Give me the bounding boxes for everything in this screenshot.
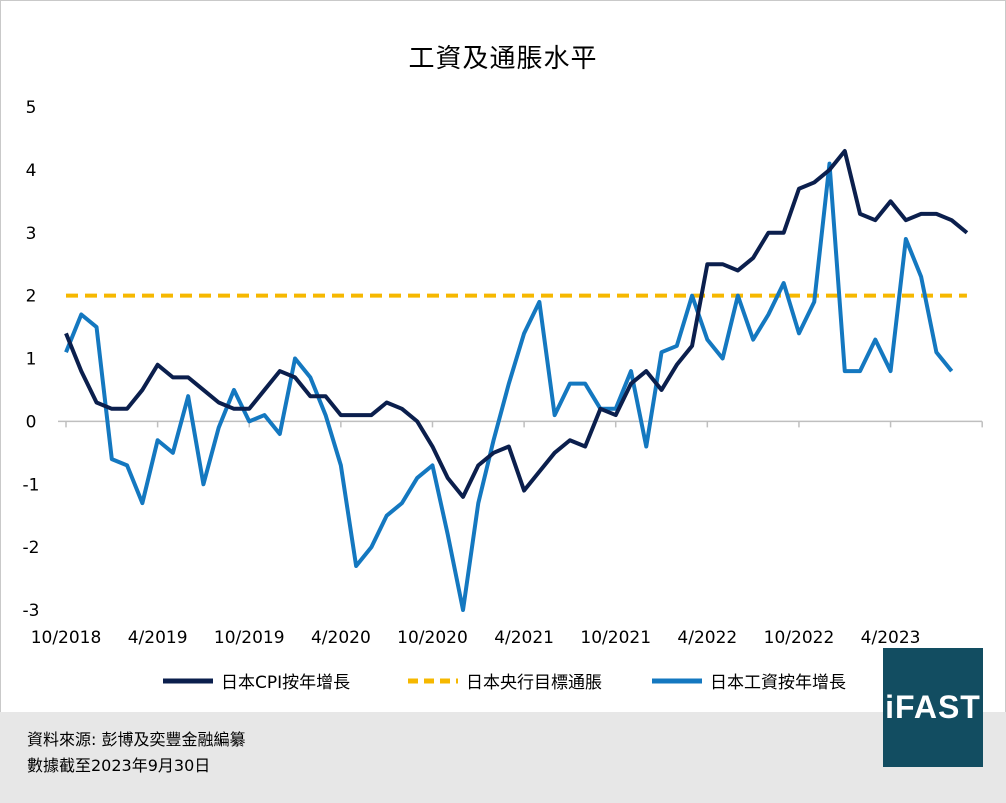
x-tick-label: 4/2022 [677, 628, 737, 648]
legend-label-target: 日本央行目標通脹 [466, 673, 602, 693]
x-tick-label: 10/2019 [214, 628, 285, 648]
x-tick-label: 4/2019 [128, 628, 188, 648]
y-tick-label: 3 [26, 224, 37, 244]
legend-label-wage: 日本工資按年增長 [710, 673, 846, 693]
legend-swatch-target [408, 678, 458, 683]
y-tick-label: -1 [23, 475, 40, 495]
x-tick-label: 10/2020 [397, 628, 468, 648]
legend-label-cpi: 日本CPI按年增長 [221, 673, 351, 693]
series-cpi-line [64, 149, 969, 499]
x-tick-label: 4/2020 [311, 628, 371, 648]
logo-text: iFAST [885, 689, 981, 725]
source-footer: 資料來源: 彭博及奕豐金融編纂 數據截至2023年9月30日 [0, 712, 1006, 803]
ifast-logo: iFAST [883, 648, 983, 767]
y-tick-label: 4 [26, 161, 37, 181]
x-tick-label: 10/2022 [764, 628, 835, 648]
y-tick-label: -3 [23, 601, 40, 621]
legend-item-target: 日本央行目標通脹 [408, 668, 602, 693]
data-date-text: 數據截至2023年9月30日 [27, 756, 211, 775]
series-wage-line [64, 161, 954, 612]
legend: 日本CPI按年增長 日本央行目標通脹 日本工資按年增長 [0, 668, 1006, 698]
y-tick-label: -2 [23, 538, 40, 558]
y-tick-label: 2 [26, 287, 37, 307]
y-tick-label: 1 [26, 350, 37, 370]
chart-plot: 5 4 3 2 1 0 -1 -2 -3 10/2018 4/2019 10/2019 4/2020 10… [23, 98, 983, 648]
legend-swatch-wage [652, 678, 702, 683]
y-tick-label: 5 [26, 98, 37, 118]
legend-item-cpi: 日本CPI按年增長 [163, 668, 350, 693]
legend-swatch-cpi [163, 678, 213, 683]
chart-title: 工資及通脹水平 [408, 44, 598, 74]
x-tick-label: 4/2021 [494, 628, 554, 648]
legend-item-wage: 日本工資按年增長 [652, 668, 846, 693]
x-tick-label: 10/2018 [31, 628, 102, 648]
x-tick-label: 10/2021 [580, 628, 651, 648]
x-tick-label: 4/2023 [861, 628, 921, 648]
source-text: 資料來源: 彭博及奕豐金融編纂 [27, 730, 246, 749]
y-tick-label: 0 [26, 412, 37, 432]
